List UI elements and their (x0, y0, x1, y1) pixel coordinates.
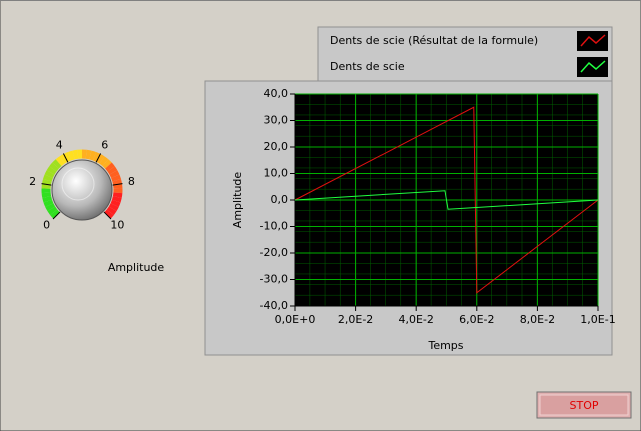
knob-scale-arc (63, 152, 72, 162)
knob-scale-arc (59, 153, 68, 164)
knob-scale-arc (109, 170, 120, 179)
knob-scale-arc (89, 150, 97, 161)
y-tick-label: 40,0 (264, 87, 289, 100)
legend-label: Dents de scie (Résultat de la formule) (330, 34, 538, 47)
knob-tick-label: 6 (101, 138, 108, 151)
knob-highlight (61, 167, 95, 201)
knob-scale-arc (85, 149, 92, 160)
knob-scale-arc (111, 196, 122, 203)
knob-tick (95, 153, 102, 163)
knob-scale-arc (72, 149, 79, 160)
knob[interactable] (51, 159, 113, 221)
knob-tick-label: 4 (56, 138, 63, 151)
knob-scale-arc (46, 166, 57, 175)
y-tick-label: -10,0 (260, 220, 288, 233)
knob-scale-arc (55, 156, 65, 167)
y-axis-label: Amplitude (231, 172, 244, 229)
y-tick-label: -40,0 (260, 299, 288, 312)
knob-scale-arc (41, 179, 52, 186)
x-tick-label: 1,0E-1 (580, 313, 615, 326)
knob-tick (41, 183, 52, 186)
y-tick-label: -30,0 (260, 273, 288, 286)
knob-scale-arc (52, 159, 62, 169)
knob-tick (62, 153, 69, 163)
y-tick-label: 20,0 (264, 140, 289, 153)
knob-tick-label: 0 (43, 218, 50, 231)
knob-scale-arc (110, 199, 121, 207)
knob-scale-arc (43, 199, 54, 207)
knob-scale-arc (96, 153, 105, 164)
knob-scale-arc (99, 156, 109, 167)
knob-scale-arc (45, 203, 56, 212)
series-line (294, 106, 599, 294)
knob-scale-arc (47, 206, 58, 216)
knob-tick-label: 8 (128, 175, 135, 188)
knob-scale-arc (92, 152, 101, 162)
knob-scale-arc (42, 196, 53, 203)
knob-scale-arc (108, 203, 119, 212)
x-tick-label: 2,0E-2 (338, 313, 373, 326)
knob-tick (52, 211, 61, 220)
knob-label: Amplitude (108, 261, 165, 274)
legend-label: Dents de scie (330, 60, 405, 73)
x-tick-label: 0,0E+0 (275, 313, 316, 326)
series-line (294, 190, 599, 210)
knob-tick (103, 211, 112, 220)
knob-scale-arc (112, 179, 123, 186)
knob-scale-arc (49, 162, 59, 172)
knob-scale-arc (102, 159, 112, 169)
y-tick-label: 0,0 (271, 193, 289, 206)
knob-scale-arc (43, 174, 53, 182)
stop-button-face (539, 394, 629, 416)
y-tick-label: 10,0 (264, 167, 289, 180)
knob-scale-arc (111, 174, 121, 182)
knob-scale-arc (67, 150, 75, 161)
legend-sample (580, 34, 606, 47)
knob-tick (112, 183, 123, 186)
legend-swatch (577, 31, 608, 51)
x-axis-label: Temps (427, 339, 463, 352)
knob-scale-arc (106, 206, 117, 216)
x-tick-label: 8,0E-2 (520, 313, 555, 326)
x-tick-label: 6,0E-2 (459, 313, 494, 326)
stop-button-label: STOP (570, 399, 599, 412)
legend-sample (580, 60, 606, 73)
knob-scale-arc (50, 209, 60, 219)
knob-scale-arc (105, 162, 115, 172)
knob-scale-arc (41, 192, 52, 198)
legend-box (317, 26, 613, 82)
knob-tick-label: 2 (29, 175, 36, 188)
y-tick-label: -20,0 (260, 246, 288, 259)
knob-scale-arc (104, 209, 114, 219)
knob-scale-arc (44, 170, 55, 179)
x-tick-label: 4,0E-2 (398, 313, 433, 326)
y-tick-label: 30,0 (264, 114, 289, 127)
knob-scale-arc (112, 192, 123, 198)
legend-swatch (577, 57, 608, 77)
knob-tick-label: 10 (110, 218, 124, 231)
knob-scale-arc (107, 166, 118, 175)
